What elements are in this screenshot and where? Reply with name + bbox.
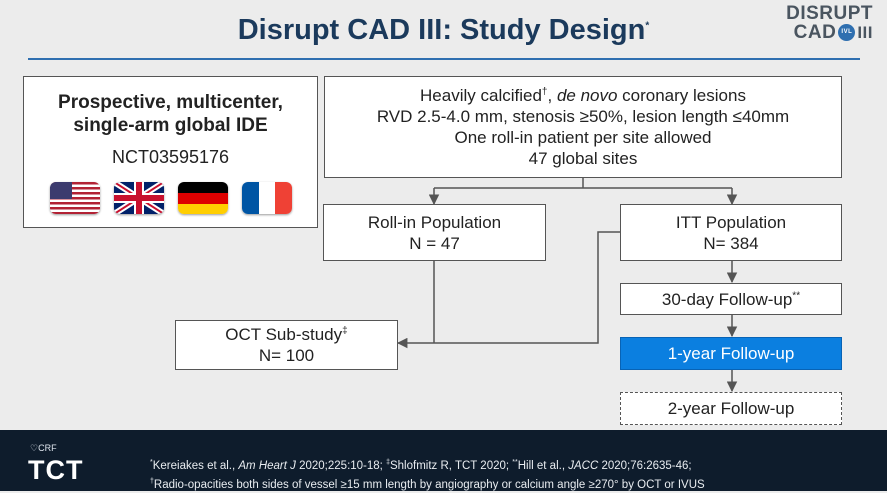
followup-2year-label: 2-year Follow-up — [667, 399, 795, 418]
ref3a: Hill et al., — [517, 459, 569, 472]
crf-logo: ♡CRF — [30, 443, 57, 453]
footer-bar — [0, 430, 887, 491]
title-rule — [28, 58, 860, 60]
followup-30day-row: 30-day Follow-up** — [621, 289, 841, 310]
logo-line2: CAD — [793, 22, 837, 43]
itt-label: ITT Population — [675, 212, 787, 232]
ref1a: Kereiakes et al., — [152, 459, 239, 472]
footnote-line1: *Kereiakes et al., Am Heart J 2020;225:1… — [150, 455, 880, 474]
crf-text: CRF — [38, 443, 57, 453]
ref1b: Am Heart J — [238, 459, 296, 472]
criteria-line1-mark: † — [541, 86, 548, 98]
followup-30day-box: 30-day Follow-up** — [620, 283, 842, 315]
ref3c: 2020;76:2635-46; — [598, 459, 692, 472]
title-text: Disrupt CAD III: Study Design — [237, 14, 646, 46]
logo-line1: DISRUPT — [786, 3, 873, 24]
criteria-line1-italic: de novo — [556, 86, 618, 105]
slide-title: Disrupt CAD III: Study Design* — [0, 14, 887, 47]
footnote-line2: †Radio-opacities both sides of vessel ≥1… — [150, 474, 880, 493]
oct-substudy-box: OCT Sub-study‡ N= 100 — [175, 320, 398, 370]
itt-population-box: ITT Population N= 384 — [620, 204, 842, 261]
us-flag-icon — [49, 181, 100, 214]
criteria-line2: RVD 2.5-4.0 mm, stenosis ≥50%, lesion le… — [376, 107, 790, 126]
germany-flag-icon — [177, 181, 228, 214]
criteria-line1: Heavily calcified†, de novo coronary les… — [420, 86, 746, 105]
followup-30day-label: 30-day Follow-up — [661, 289, 793, 309]
itt-n: N= 384 — [703, 233, 759, 253]
ref1c: 2020;225:10-18; — [295, 459, 387, 472]
criteria-box: Heavily calcified†, de novo coronary les… — [324, 76, 842, 178]
logo-roman: III — [857, 23, 873, 42]
oct-n: N= 100 — [258, 346, 315, 365]
country-flags — [24, 181, 317, 214]
rollin-n: N = 47 — [409, 233, 460, 253]
oct-label-row: OCT Sub-study‡ — [176, 324, 397, 345]
criteria-line1-suffix: coronary lesions — [617, 86, 746, 105]
ref3b: JACC — [568, 459, 599, 472]
oct-label: OCT Sub-study — [225, 325, 343, 344]
logo-badge: IVL — [838, 24, 856, 41]
tct-logo: TCT — [28, 455, 84, 485]
followup-1year-label: 1-year Follow-up — [667, 344, 795, 363]
ref1-mark: * — [150, 459, 153, 466]
uk-flag-icon — [113, 181, 164, 214]
disrupt-cad-logo: DISRUPT CAD IVL III — [786, 4, 873, 42]
design-line1: Prospective, multicenter, — [58, 91, 283, 113]
ref2-mark: ‡ — [386, 459, 390, 466]
connector-itt-to-oct — [396, 231, 620, 349]
ref3-mark: ** — [512, 459, 518, 466]
ref2: Shlofmitz R, TCT 2020; — [389, 459, 513, 472]
design-box: Prospective, multicenter, single-arm glo… — [23, 76, 318, 228]
followup-30day-mark: ** — [792, 289, 801, 301]
ref4-mark: † — [150, 477, 154, 485]
title-mark: * — [645, 20, 650, 32]
france-flag-icon — [241, 181, 292, 214]
oct-mark: ‡ — [342, 325, 348, 337]
criteria-line1-prefix: Heavily calcified — [420, 86, 542, 105]
followup-2year-box: 2-year Follow-up — [620, 392, 842, 425]
ref4: Radio-opacities both sides of vessel ≥15… — [153, 478, 705, 491]
nct-number: NCT03595176 — [111, 146, 230, 167]
criteria-line4: 47 global sites — [528, 149, 638, 168]
rollin-label: Roll-in Population — [367, 212, 502, 232]
criteria-line3: One roll-in patient per site allowed — [454, 128, 712, 147]
footnote-references: *Kereiakes et al., Am Heart J 2020;225:1… — [150, 455, 880, 493]
design-line2: single-arm global IDE — [73, 114, 268, 136]
followup-1year-box: 1-year Follow-up — [620, 337, 842, 370]
rollin-population-box: Roll-in Population N = 47 — [323, 204, 546, 261]
